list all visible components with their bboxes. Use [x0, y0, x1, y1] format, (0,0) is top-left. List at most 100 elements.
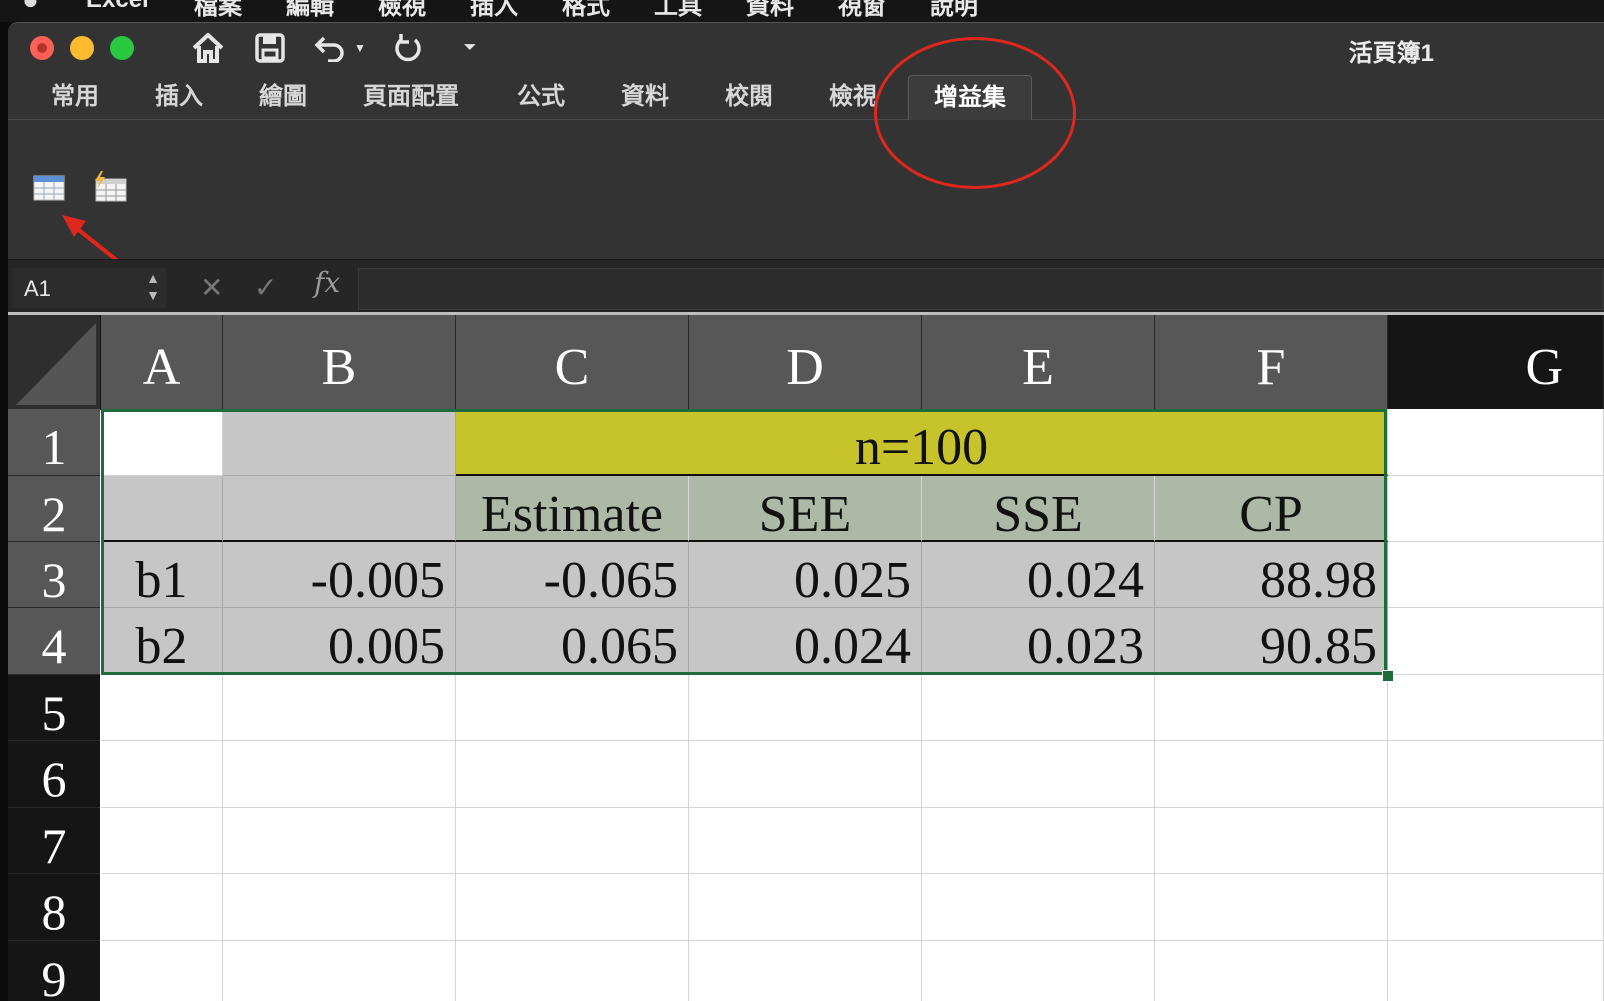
zoom-button[interactable]	[110, 36, 134, 60]
undo-icon[interactable]	[310, 28, 350, 68]
cell-g7[interactable]	[1388, 808, 1604, 874]
cell-a6[interactable]	[101, 741, 223, 808]
column-header-a[interactable]: A	[101, 315, 223, 409]
row-header-2[interactable]: 2	[8, 476, 100, 542]
cell-e4[interactable]: 0.023	[922, 608, 1155, 675]
cell-b6[interactable]	[223, 741, 456, 808]
row-header-1[interactable]: 1	[8, 409, 100, 476]
column-header-c[interactable]: C	[456, 315, 689, 409]
cell-b9[interactable]	[223, 941, 456, 1001]
tab-page-layout[interactable]: 頁面配置	[363, 83, 459, 110]
menu-format[interactable]: 格式	[562, 0, 610, 20]
tab-data[interactable]: 資料	[621, 83, 669, 110]
cell-b3[interactable]: -0.005	[223, 542, 456, 608]
cell-c5[interactable]	[456, 675, 689, 741]
menu-help[interactable]: 說明	[930, 0, 978, 20]
column-header-g[interactable]: G	[1388, 315, 1604, 409]
tab-formulas[interactable]: 公式	[517, 83, 565, 110]
tab-view[interactable]: 檢視	[829, 83, 877, 110]
cell-a9[interactable]	[101, 941, 223, 1001]
cell-g8[interactable]	[1388, 874, 1604, 941]
select-all-button[interactable]	[8, 315, 101, 410]
cell-c4[interactable]: 0.065	[456, 608, 689, 675]
cell-f9[interactable]	[1155, 941, 1388, 1001]
cell-f4[interactable]: 90.85	[1155, 608, 1388, 675]
column-header-f[interactable]: F	[1155, 315, 1388, 409]
close-button[interactable]	[30, 36, 54, 60]
row-header-4[interactable]: 4	[8, 608, 100, 675]
redo-icon[interactable]	[388, 28, 428, 68]
cell-b5[interactable]	[223, 675, 456, 741]
cell-a2[interactable]	[101, 476, 223, 542]
confirm-formula-button[interactable]: ✓	[254, 272, 278, 303]
menu-app-name[interactable]: Excel	[86, 0, 149, 14]
row-header-3[interactable]: 3	[8, 542, 100, 608]
cell-d5[interactable]	[689, 675, 922, 741]
menu-insert[interactable]: 插入	[470, 0, 518, 20]
cell-d4[interactable]: 0.024	[689, 608, 922, 675]
cell-f6[interactable]	[1155, 741, 1388, 808]
cell-g3[interactable]	[1388, 542, 1604, 608]
tab-review[interactable]: 校閱	[725, 83, 773, 110]
cell-a5[interactable]	[101, 675, 223, 741]
cell-g5[interactable]	[1388, 675, 1604, 741]
table-addin-icon[interactable]	[32, 171, 66, 205]
row-header-7[interactable]: 7	[8, 808, 100, 874]
cell-c8[interactable]	[456, 874, 689, 941]
cell-d9[interactable]	[689, 941, 922, 1001]
cell-e8[interactable]	[922, 874, 1155, 941]
cell-b4[interactable]: 0.005	[223, 608, 456, 675]
cell-c1-merged-header[interactable]: n=100	[456, 409, 1388, 476]
cell-e5[interactable]	[922, 675, 1155, 741]
cell-g6[interactable]	[1388, 741, 1604, 808]
cell-d2[interactable]: SEE	[689, 476, 922, 542]
cell-g4[interactable]	[1388, 608, 1604, 675]
flash-table-addin-icon[interactable]	[92, 171, 127, 205]
cell-c3[interactable]: -0.065	[456, 542, 689, 608]
cell-d3[interactable]: 0.025	[689, 542, 922, 608]
cell-a1[interactable]	[101, 409, 223, 476]
cancel-formula-button[interactable]: ✕	[200, 272, 224, 303]
cell-f8[interactable]	[1155, 874, 1388, 941]
fx-icon[interactable]: fx	[314, 266, 341, 299]
menu-view[interactable]: 檢視	[378, 0, 426, 20]
column-header-b[interactable]: B	[223, 315, 456, 409]
cell-c7[interactable]	[456, 808, 689, 874]
cell-e6[interactable]	[922, 741, 1155, 808]
cell-c2[interactable]: Estimate	[456, 476, 689, 542]
menu-data[interactable]: 資料	[746, 0, 794, 20]
column-header-e[interactable]: E	[922, 315, 1155, 409]
cell-a4[interactable]: b2	[101, 608, 223, 675]
menu-window[interactable]: 視窗	[838, 0, 886, 20]
cell-e2[interactable]: SSE	[922, 476, 1155, 542]
row-header-5[interactable]: 5	[8, 675, 100, 741]
name-box[interactable]: A1 ▲ ▼	[12, 268, 166, 308]
name-box-stepper-icon[interactable]: ▲ ▼	[146, 270, 160, 303]
cell-b7[interactable]	[223, 808, 456, 874]
tab-addins[interactable]: 增益集	[908, 75, 1032, 120]
cell-a7[interactable]	[101, 808, 223, 874]
formula-input[interactable]	[358, 268, 1604, 310]
cell-d6[interactable]	[689, 741, 922, 808]
row-header-6[interactable]: 6	[8, 741, 100, 808]
cell-f2[interactable]: CP	[1155, 476, 1388, 542]
cell-c9[interactable]	[456, 941, 689, 1001]
menu-file[interactable]: 檔案	[194, 0, 242, 20]
customize-toolbar-icon[interactable]: ⏷	[463, 39, 477, 56]
cell-g1[interactable]	[1388, 409, 1604, 476]
cell-b1[interactable]	[223, 409, 456, 476]
cell-a3[interactable]: b1	[101, 542, 223, 608]
cell-c6[interactable]	[456, 741, 689, 808]
cell-g9[interactable]	[1388, 941, 1604, 1001]
undo-dropdown-icon[interactable]: ▼	[354, 41, 366, 55]
column-header-d[interactable]: D	[689, 315, 922, 409]
fill-handle[interactable]	[1382, 670, 1394, 682]
row-header-8[interactable]: 8	[8, 874, 100, 941]
cell-e3[interactable]: 0.024	[922, 542, 1155, 608]
cell-f5[interactable]	[1155, 675, 1388, 741]
cell-e9[interactable]	[922, 941, 1155, 1001]
tab-draw[interactable]: 繪圖	[259, 83, 307, 110]
cell-e7[interactable]	[922, 808, 1155, 874]
apple-logo-icon[interactable]: ●	[22, 0, 39, 16]
menu-tools[interactable]: 工具	[654, 0, 702, 20]
